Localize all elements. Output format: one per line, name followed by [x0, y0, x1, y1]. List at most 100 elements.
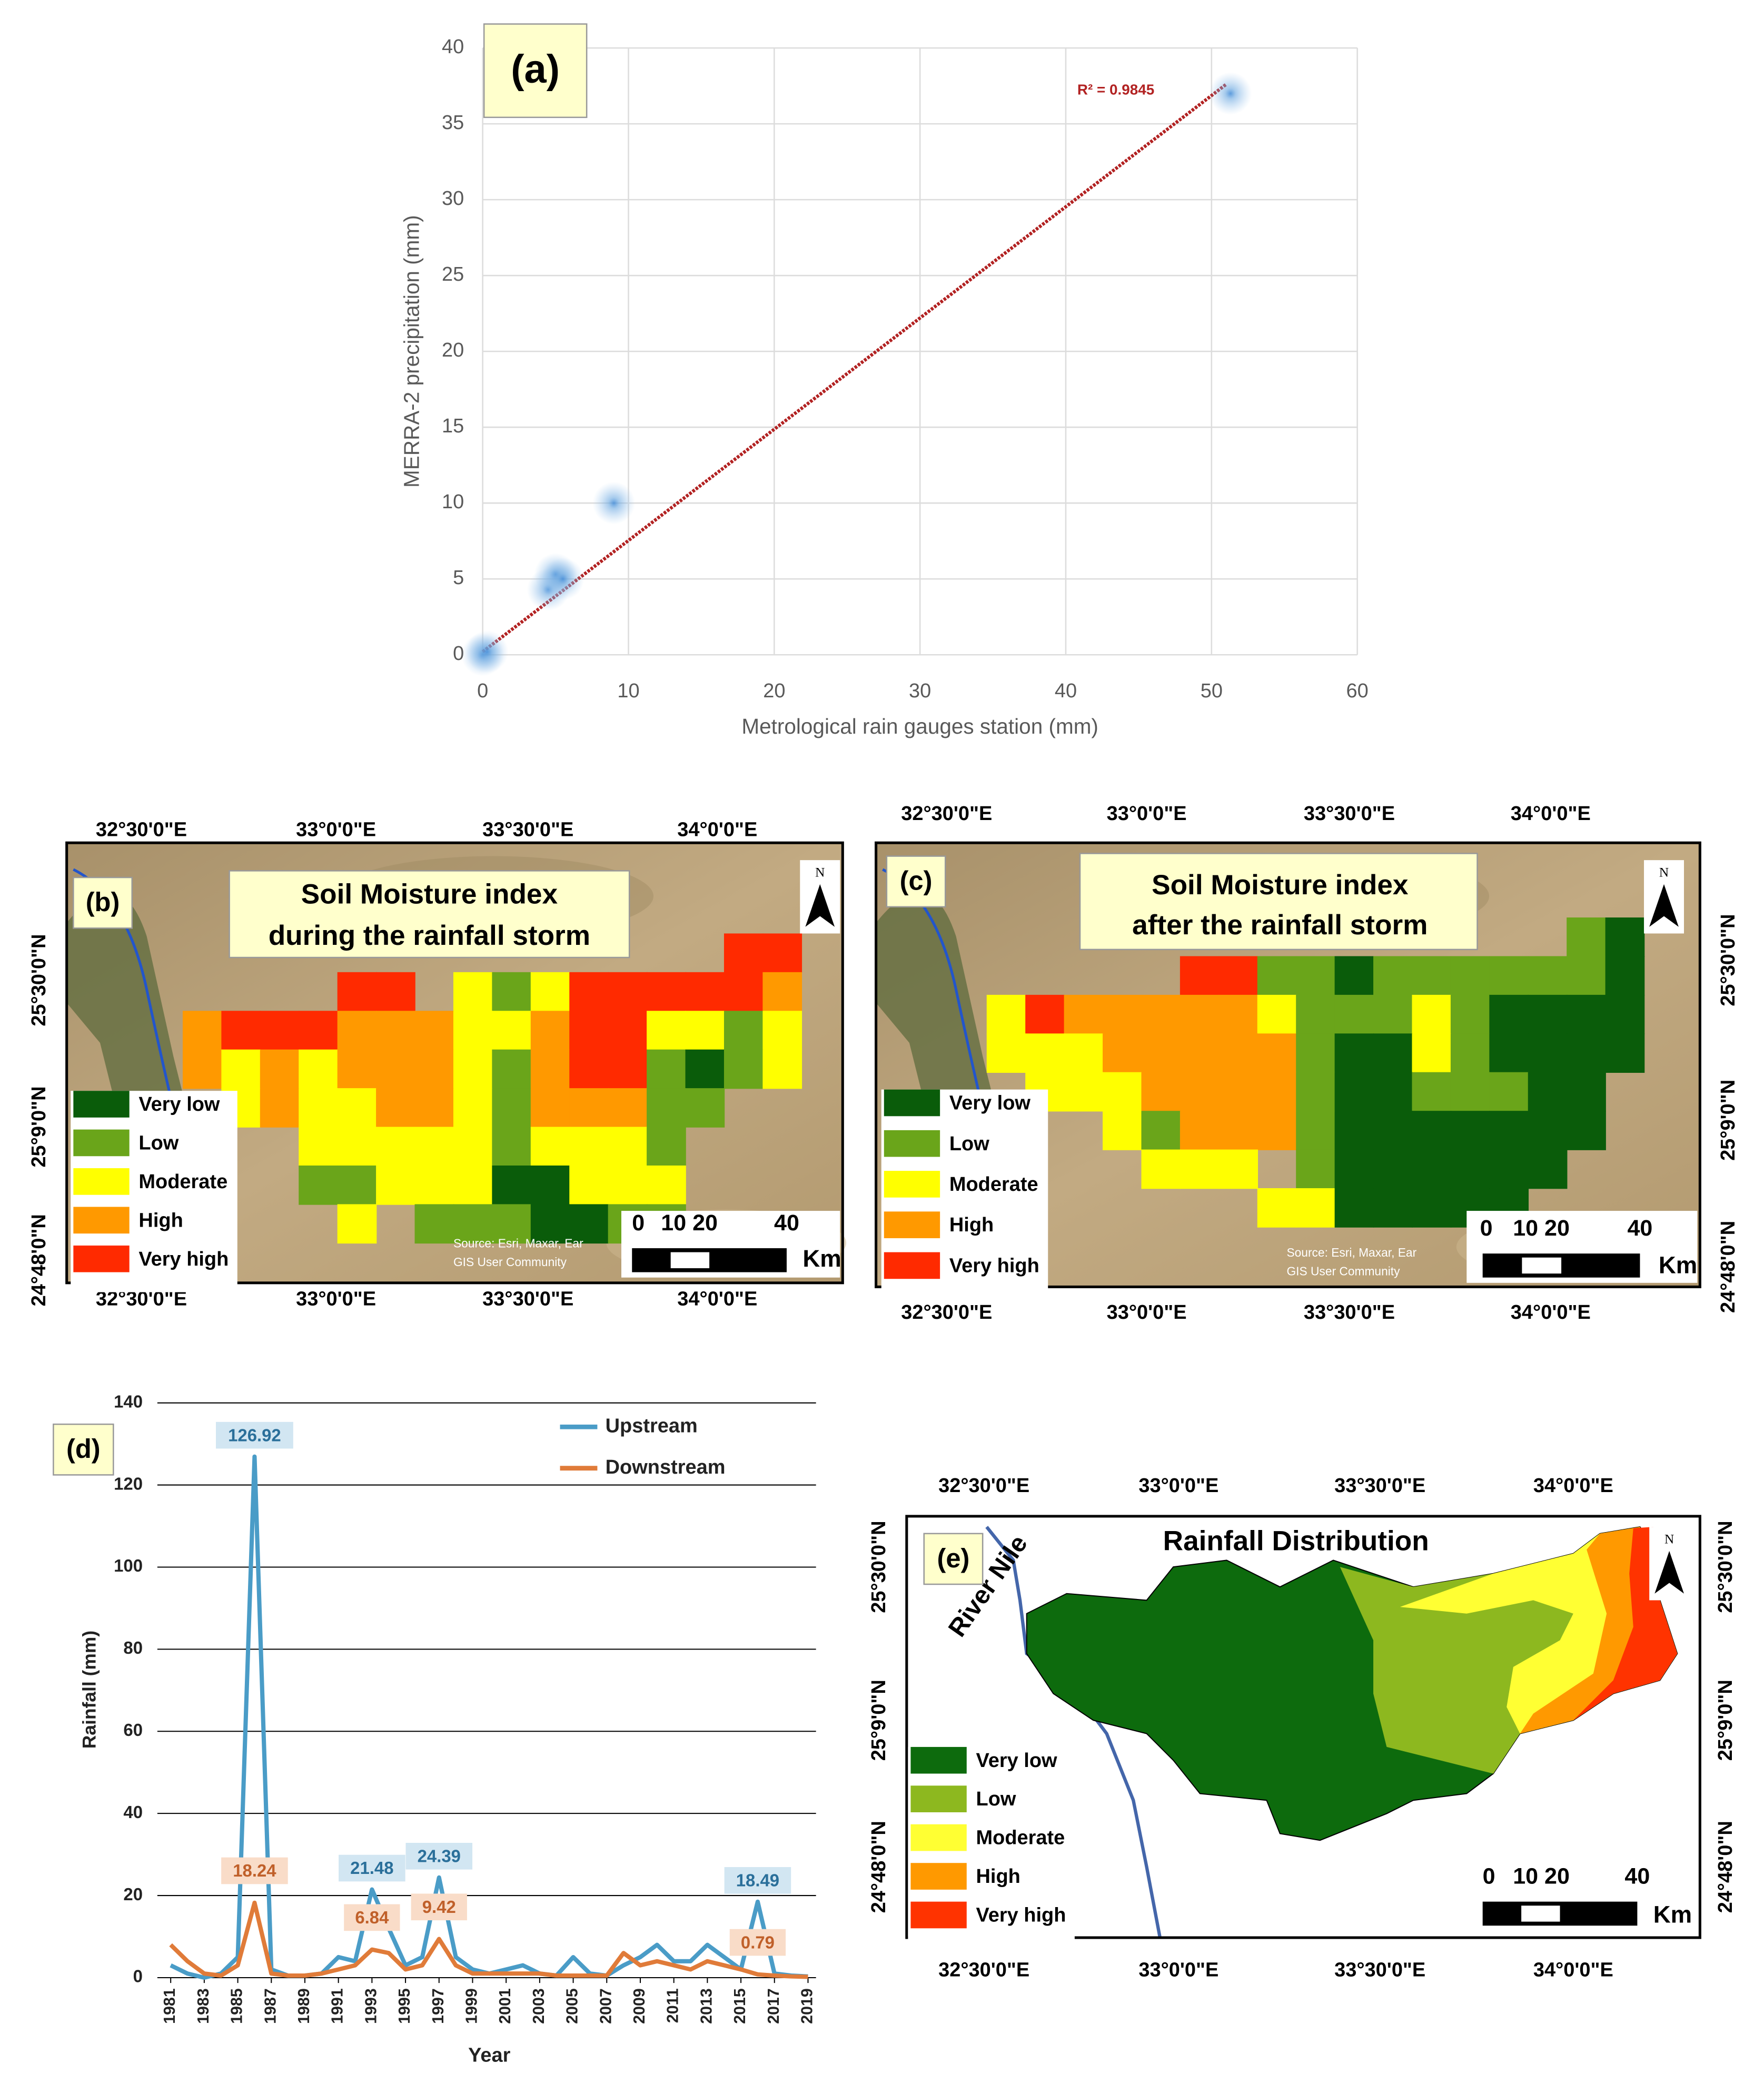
y-tick-label: 15 [442, 415, 464, 437]
y-tick-label: 30 [442, 187, 464, 210]
x-axis-title: Metrological rain gauges station (mm) [741, 714, 1098, 738]
grid-cell [221, 1049, 261, 1089]
grid-cell [1218, 1149, 1258, 1189]
grid-cell [1296, 1072, 1335, 1112]
grid-cell [1257, 1188, 1297, 1228]
grid-cell [337, 972, 377, 1012]
grid-cell [221, 1011, 261, 1050]
grid-cell [647, 1088, 686, 1128]
grid-cell [492, 1204, 532, 1244]
grid-cell [337, 1088, 377, 1128]
grid-cell [1450, 1149, 1490, 1189]
grid-cell [492, 1127, 532, 1167]
data-label: 9.42 [422, 1897, 456, 1917]
grid-cell [453, 1011, 493, 1050]
trendline-annotation: R² = 0.9845 [1077, 82, 1154, 98]
point [465, 630, 509, 673]
grid-cell [1103, 1111, 1142, 1150]
grid-cell [530, 1165, 570, 1205]
y-tick-label: 20 [123, 1884, 143, 1904]
lon-label: 33°0'0"E [1138, 1959, 1218, 1981]
x-tick-label: 1995 [395, 1988, 413, 2024]
grid-cell [1141, 1033, 1181, 1073]
x-axis-title: Year [468, 2044, 510, 2066]
grid-cell [724, 1011, 764, 1050]
legend-swatch [73, 1129, 130, 1157]
legend-label: Very low [976, 1750, 1058, 1772]
grid-cell [299, 1127, 338, 1167]
grid-cell [1334, 994, 1374, 1034]
legend-swatch [910, 1901, 967, 1929]
legend-swatch [910, 1785, 967, 1813]
grid-cell [453, 1049, 493, 1089]
grid-cell [1567, 1111, 1606, 1150]
grid-cell [1528, 1149, 1568, 1189]
grid-cell [492, 1011, 532, 1050]
y-tick-label: 60 [123, 1720, 143, 1740]
x-tick-label: 1993 [362, 1988, 380, 2024]
x-tick-label: 50 [1201, 680, 1223, 702]
lat-label: 25°9'0"N [1717, 1080, 1739, 1161]
grid-cell [569, 1127, 609, 1167]
legend-label: Very high [976, 1904, 1066, 1927]
grid-cell [1605, 1033, 1645, 1073]
grid-cell [1450, 1072, 1490, 1112]
lat-label: 24°48'0"N [868, 1821, 890, 1913]
grid-cell [376, 1088, 415, 1128]
grid-cell [337, 1049, 377, 1089]
map-title: Soil Moisture index [301, 879, 558, 910]
grid-cell [530, 1088, 570, 1128]
lat-label: 25°9'0"N [868, 1680, 890, 1761]
grid-cell [1218, 994, 1258, 1034]
scale-unit: Km [1653, 1901, 1692, 1928]
grid-cell [1218, 1033, 1258, 1073]
grid-cell [569, 1088, 609, 1128]
panel-label-box [73, 876, 133, 929]
map-frame [905, 1515, 1701, 1939]
data-label-box [411, 1893, 467, 1921]
grid-cell [608, 1088, 648, 1128]
grid-cell [1334, 1149, 1374, 1189]
scale-label: 40 [1628, 1216, 1653, 1241]
grid-cell [299, 1049, 338, 1089]
grid-cell [724, 1049, 764, 1089]
grid-cell [647, 972, 686, 1012]
grid-cell [1064, 1072, 1104, 1112]
grid-cell [1180, 956, 1220, 996]
legend-swatch [73, 1168, 130, 1195]
x-tick-label: 10 [617, 680, 639, 702]
map-frame [875, 841, 1701, 1288]
y-tick-label: 20 [442, 339, 464, 361]
grid-cell [1025, 994, 1065, 1034]
x-tick-label: 1991 [329, 1988, 346, 2024]
lat-label: 25°30'0"N [1717, 914, 1739, 1006]
map-title: Rainfall Distribution [1163, 1526, 1429, 1557]
grid-cell [260, 1088, 300, 1128]
point [541, 557, 584, 600]
grid-cell [1412, 994, 1452, 1034]
grid-cell [182, 1011, 222, 1050]
map-title: during the rainfall storm [269, 920, 590, 951]
x-tick-label: 2007 [597, 1988, 615, 2024]
grid-cell [530, 1127, 570, 1167]
grid-cell [1373, 994, 1413, 1034]
data-label-box [724, 1867, 791, 1894]
grid-cell [337, 1011, 377, 1050]
series-line [169, 1900, 808, 1979]
lon-label: 33°30'0"E [1304, 1301, 1395, 1324]
data-label-box [405, 1843, 473, 1870]
grid-cell [724, 933, 764, 973]
grid-cell [986, 1033, 1026, 1073]
lon-label: 34°0'0"E [1533, 1959, 1613, 1981]
lon-label: 33°0'0"E [1107, 803, 1187, 825]
north-arrow [1649, 884, 1679, 927]
legend-swatch [884, 1171, 940, 1198]
grid-cell [414, 1127, 454, 1167]
panel-label-box [886, 855, 946, 908]
grid-cell [1450, 956, 1490, 996]
credit: Source: Esri, Maxar, Ear [453, 1236, 583, 1250]
y-tick-label: 40 [442, 36, 464, 58]
data-label-box [221, 1857, 288, 1884]
data-label-box [339, 1854, 405, 1882]
grid-cell [1180, 1111, 1220, 1150]
